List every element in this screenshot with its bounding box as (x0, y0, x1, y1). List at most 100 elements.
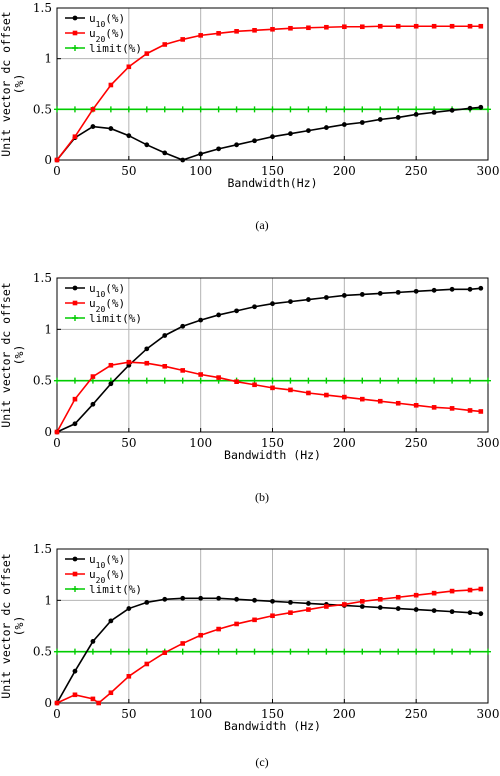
data-point (449, 23, 455, 29)
data-point (125, 377, 132, 384)
data-point (449, 609, 455, 615)
data-point (180, 595, 186, 601)
legend-item: u20(%) (65, 568, 125, 585)
data-point (395, 23, 401, 29)
legend-marker (72, 30, 78, 36)
data-point (431, 377, 438, 384)
legend-label: u10(%) (89, 282, 125, 299)
data-point (359, 377, 366, 384)
chart-panel-3: 0 50 100 150 200 250 300 0 0.5 1 1.5 Bandwidth (Hz)… (0, 542, 499, 769)
data-point (395, 377, 402, 384)
legend-item: u10(%) (65, 553, 125, 570)
x-tick-label: 300 (477, 164, 500, 178)
legend-item: u10(%) (65, 282, 125, 299)
data-point (342, 394, 347, 400)
legend: u10(%)u20(%)limit(%) (65, 282, 142, 325)
x-axis-label: Bandwidth (Hz) (224, 448, 321, 462)
data-point (306, 128, 311, 134)
data-point (197, 106, 204, 113)
legend-item: limit(%) (65, 583, 142, 596)
data-point (180, 37, 186, 42)
data-point (89, 648, 96, 655)
x-tick-label: 50 (121, 436, 136, 450)
data-point (288, 131, 293, 137)
data-point (467, 377, 474, 384)
data-point (234, 621, 239, 627)
data-point (413, 106, 420, 113)
data-point (234, 596, 239, 602)
data-point (90, 401, 96, 407)
data-point (90, 696, 96, 702)
data-point (143, 648, 150, 655)
data-point (162, 650, 168, 655)
y-axis-label: Unit vector dc offset (0, 282, 13, 427)
data-point (431, 23, 437, 29)
data-point (323, 106, 330, 113)
data-point (215, 648, 222, 655)
x-tick-label: 0 (53, 164, 61, 178)
legend-label: u10(%) (89, 553, 125, 570)
data-point (288, 387, 293, 393)
data-point (342, 24, 347, 30)
data-point (288, 599, 293, 605)
series-u20 (54, 359, 484, 435)
data-point (270, 301, 275, 307)
data-point (431, 608, 437, 613)
data-point (431, 287, 437, 293)
data-point (179, 377, 186, 384)
x-tick-label: 150 (261, 436, 284, 450)
data-point (377, 377, 384, 384)
data-point (197, 648, 204, 655)
data-point (216, 146, 222, 152)
data-point (287, 106, 294, 113)
data-point (252, 138, 257, 144)
data-point (252, 597, 257, 603)
x-tick-label: 200 (333, 164, 356, 178)
legend-item: u20(%) (65, 27, 125, 44)
data-point (126, 606, 132, 611)
series-u10 (54, 104, 484, 163)
y-tick-label: 0.5 (33, 374, 52, 388)
x-tick-label: 100 (189, 436, 212, 450)
data-point (198, 632, 203, 638)
legend-label: u20(%) (89, 27, 125, 44)
data-point (143, 377, 150, 384)
y-tick-label: 1.5 (33, 271, 52, 285)
data-point (287, 648, 294, 655)
data-point (485, 106, 491, 113)
data-point (395, 106, 402, 113)
legend-item: limit(%) (65, 42, 142, 55)
data-point (467, 587, 473, 593)
data-point (198, 372, 203, 377)
data-point (485, 377, 491, 384)
data-point (233, 648, 240, 655)
data-point (252, 304, 257, 310)
data-point (197, 377, 204, 384)
x-tick-label: 50 (121, 707, 136, 721)
data-point (467, 610, 473, 616)
data-point (305, 106, 312, 113)
data-point (216, 375, 221, 380)
y-axis-label: Unit vector dc offset (0, 11, 13, 156)
data-point (431, 590, 437, 596)
data-point (126, 359, 132, 365)
data-point (252, 382, 257, 388)
data-point (180, 157, 186, 163)
data-point (377, 117, 383, 122)
x-tick-label: 250 (405, 707, 428, 721)
data-point (71, 377, 78, 384)
data-point (251, 106, 258, 113)
y-tick-label: 0 (44, 696, 52, 710)
data-point (395, 594, 401, 600)
chart-panel-2: 0 50 100 150 200 250 300 0 0.5 1 1.5 Bandwidth (Hz)… (0, 271, 499, 504)
data-point (478, 409, 484, 414)
data-point (323, 295, 329, 300)
data-point (90, 107, 96, 112)
y-tick-label: 1 (44, 593, 52, 607)
data-point (125, 106, 132, 113)
y-tick-label: 1 (44, 52, 52, 66)
data-point (306, 607, 311, 612)
legend-marker (72, 15, 78, 21)
data-point (269, 648, 276, 655)
data-point (377, 106, 384, 113)
